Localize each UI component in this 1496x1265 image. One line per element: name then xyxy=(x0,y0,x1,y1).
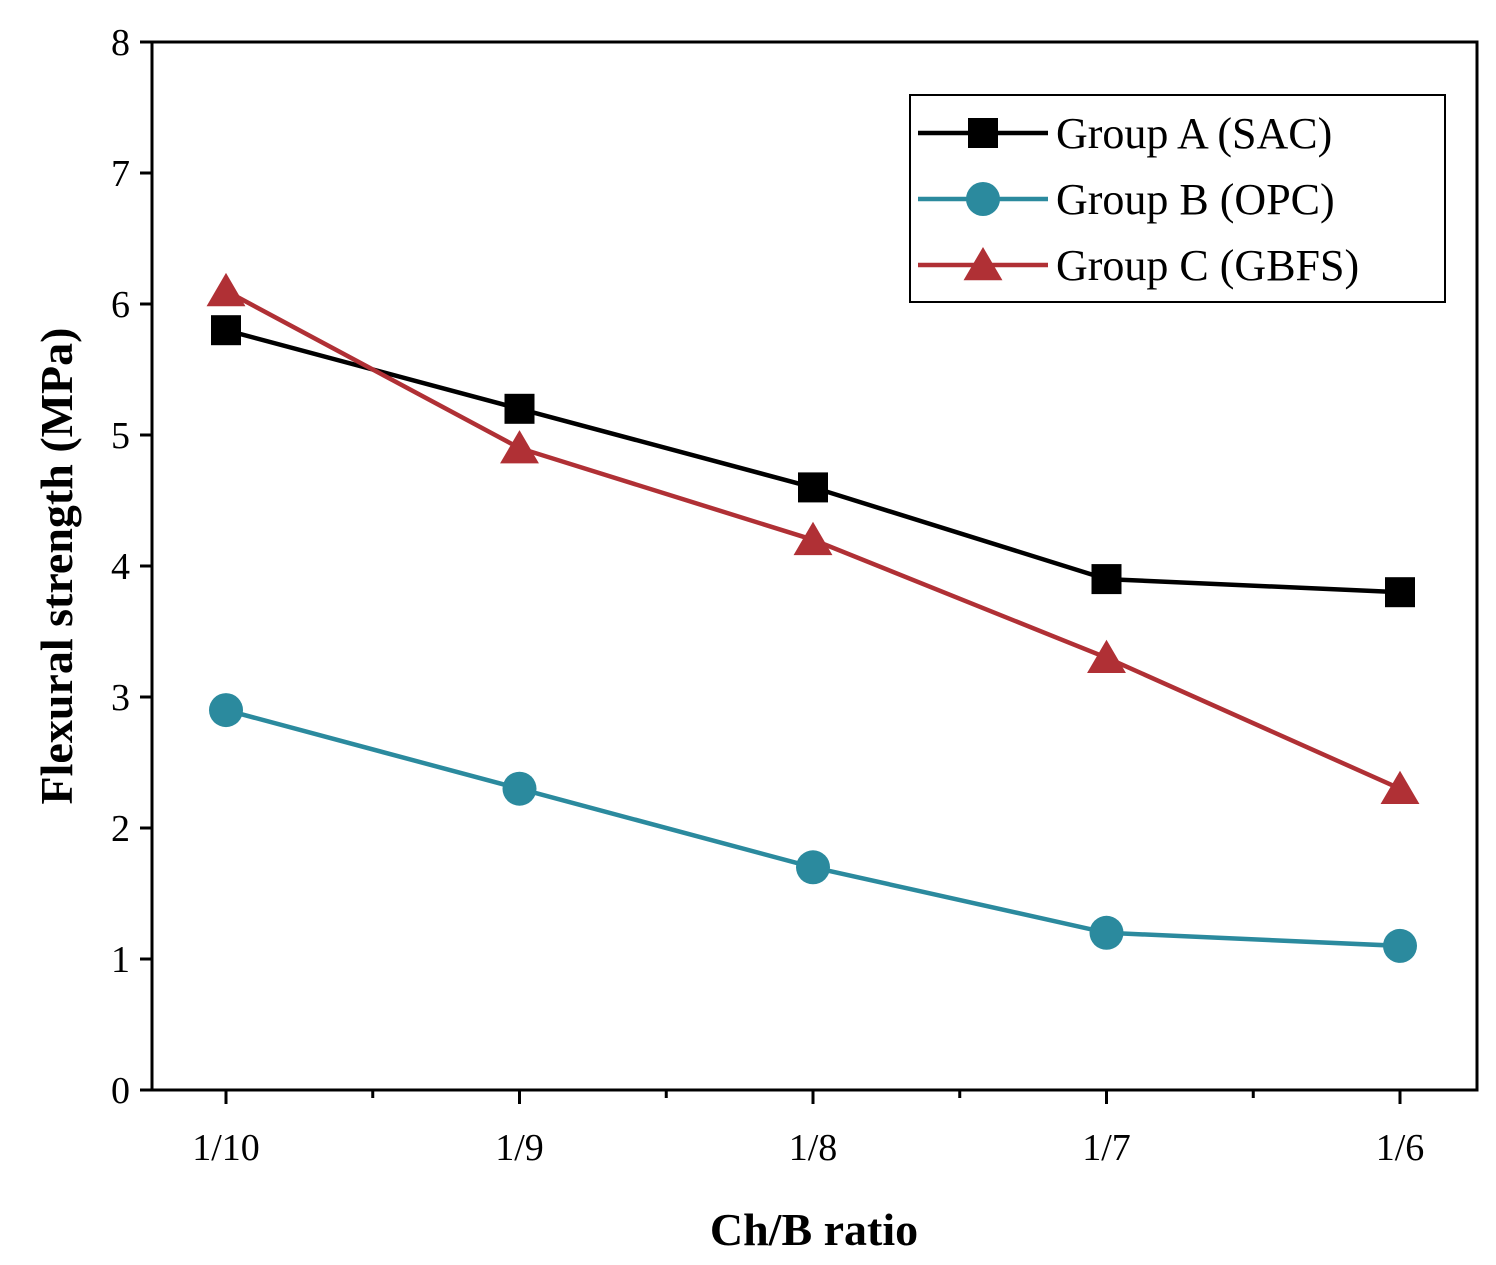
y-tick-label: 3 xyxy=(111,677,130,719)
y-tick-label: 2 xyxy=(111,808,130,850)
x-tick-label: 1/8 xyxy=(789,1127,838,1169)
y-axis: 0 1 2 3 4 5 6 7 8 xyxy=(111,22,152,1112)
x-tick-label: 1/10 xyxy=(192,1127,260,1169)
x-tick-label: 1/7 xyxy=(1082,1127,1131,1169)
data-point-triangle xyxy=(500,430,539,464)
legend: Group A (SAC) Group B (OPC) Group C (GBFS) xyxy=(909,94,1446,303)
y-tick-label: 7 xyxy=(111,153,130,195)
data-point-circle xyxy=(209,693,243,728)
y-tick-label: 6 xyxy=(111,284,130,326)
data-point-square xyxy=(1385,577,1415,608)
data-point-triangle xyxy=(1380,770,1420,804)
data-point-square xyxy=(211,315,241,346)
data-point-square xyxy=(798,472,828,503)
series-layer xyxy=(206,272,1420,963)
data-point-circle xyxy=(502,771,537,806)
legend-marker-circle xyxy=(966,182,1000,216)
data-point-triangle xyxy=(206,272,246,307)
y-tick-label: 5 xyxy=(111,415,130,457)
data-point-circle xyxy=(796,850,830,885)
x-axis-title: Ch/B ratio xyxy=(710,1204,918,1255)
legend-label: Group B (OPC) xyxy=(1056,175,1335,224)
y-tick-label: 8 xyxy=(111,22,130,64)
data-point-triangle xyxy=(793,521,833,556)
legend-label: Group A (SAC) xyxy=(1056,109,1332,158)
y-tick-label: 4 xyxy=(111,546,130,588)
data-point-square xyxy=(1091,564,1122,595)
y-axis-title: Flexural strength (MPa) xyxy=(31,328,82,805)
series-line-2 xyxy=(225,707,1401,949)
data-point-circle xyxy=(1383,928,1417,963)
legend-marker-triangle xyxy=(963,247,1003,281)
y-tick-label: 0 xyxy=(111,1070,130,1112)
x-tick-label: 1/6 xyxy=(1376,1127,1425,1169)
x-tick-label: 1/9 xyxy=(495,1127,544,1169)
legend-marker-square xyxy=(968,118,998,148)
legend-label: Group C (GBFS) xyxy=(1056,241,1359,290)
x-axis: 1/10 1/9 1/8 1/7 1/6 xyxy=(192,1090,1424,1169)
data-point-square xyxy=(504,393,535,424)
data-point-circle xyxy=(1089,915,1124,950)
y-tick-label: 1 xyxy=(111,939,130,981)
data-point-triangle xyxy=(1087,639,1126,673)
